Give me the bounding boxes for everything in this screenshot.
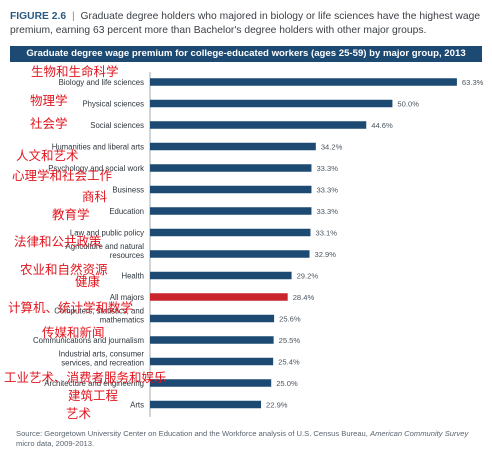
category-label-psychology-and-social-work: Psychology and social work: [48, 164, 144, 173]
category-label-biology-and-life-sciences: Biology and life sciences: [59, 78, 144, 87]
bar-biology-and-life-sciences: [150, 78, 457, 86]
value-label-computers-statistics-and-mathematics: 25.6%: [279, 315, 301, 324]
value-label-health: 29.2%: [297, 272, 319, 281]
figure-header: FIGURE 2.6 | Graduate degree holders who…: [10, 10, 482, 44]
bar-arts: [150, 400, 262, 409]
value-label-biology-and-life-sciences: 63.3%: [462, 78, 484, 87]
figure-separator: |: [71, 11, 75, 22]
category-label-architecture-and-engineering: Architecture and engineering: [44, 379, 144, 388]
category-label-agriculture-and-natural-resources: Agriculture and natural resources: [66, 242, 145, 260]
annotation-0: 生物和生命科学: [31, 64, 119, 79]
value-label-education: 33.3%: [316, 207, 338, 216]
category-label-humanities-and-liberal-arts: Humanities and liberal arts: [52, 143, 144, 152]
value-label-physical-sciences: 50.0%: [397, 100, 419, 109]
bar-humanities-and-liberal-arts: [150, 142, 316, 151]
annotation-9: 健康: [75, 274, 101, 289]
source-survey: American Community Survey: [370, 429, 469, 438]
annotation-12: 工业艺术、消费者服务和娱乐: [4, 370, 167, 385]
bar-architecture-and-engineering: [150, 379, 272, 387]
category-label-physical-sciences: Physical sciences: [82, 100, 144, 109]
figure-caption: Graduate degree holders who majored in b…: [10, 11, 481, 36]
value-label-humanities-and-liberal-arts: 34.2%: [321, 143, 343, 152]
bar-computers-statistics-and-mathematics: [150, 314, 275, 323]
category-label-computers-statistics-and-mathematics: Computers, statistics, and mathematics: [54, 307, 144, 325]
value-label-arts: 22.9%: [266, 401, 288, 410]
bar-agriculture-and-natural-resources: [150, 250, 310, 258]
annotation-7: 法律和公共政策: [14, 234, 102, 249]
source-prefix: Source: Georgetown University Center on …: [16, 429, 370, 438]
annotation-8: 农业和自然资源: [20, 262, 108, 277]
bar-psychology-and-social-work: [150, 164, 312, 172]
value-label-architecture-and-engineering: 25.0%: [276, 379, 298, 388]
source-suffix: micro data, 2009-2013.: [16, 439, 95, 448]
bar-business: [150, 185, 312, 194]
annotation-13: 建筑工程: [68, 388, 119, 403]
bar-industrial-arts-consumer-services-and-recreation: [150, 357, 274, 366]
value-label-industrial-arts-consumer-services-and-recreation: 25.4%: [278, 358, 300, 367]
figure-number: FIGURE 2.6: [10, 11, 67, 22]
value-label-agriculture-and-natural-resources: 32.9%: [315, 250, 337, 259]
bar-law-and-public-policy: [150, 228, 311, 237]
category-label-all-majors: All majors: [110, 293, 144, 302]
annotation-11: 传媒和新闻: [42, 325, 105, 340]
value-label-psychology-and-social-work: 33.3%: [316, 164, 338, 173]
category-label-education: Education: [109, 207, 144, 216]
category-label-industrial-arts-consumer-services-and-recreation: Industrial arts, consumer services, and r…: [59, 350, 145, 368]
category-label-communications-and-journalism: Communications and journalism: [33, 336, 144, 345]
annotation-5: 商科: [82, 189, 108, 204]
annotation-14: 艺术: [66, 406, 92, 421]
bar-health: [150, 271, 292, 280]
bar-physical-sciences: [150, 99, 393, 108]
annotation-4: 心理学和社会工作: [12, 168, 113, 183]
category-label-business: Business: [112, 186, 144, 195]
bar-social-sciences: [150, 121, 367, 129]
annotation-10: 计算机、统计学和数学: [8, 300, 133, 315]
value-label-social-sciences: 44.6%: [371, 121, 393, 130]
value-label-law-and-public-policy: 33.1%: [315, 229, 337, 238]
category-label-health: Health: [121, 272, 144, 281]
bar-all-majors: [150, 293, 288, 301]
category-label-law-and-public-policy: Law and public policy: [70, 229, 144, 238]
chart-title: Graduate degree wage premium for college…: [10, 46, 482, 62]
bar-communications-and-journalism: [150, 336, 274, 344]
annotation-2: 社会学: [30, 116, 68, 131]
value-label-communications-and-journalism: 25.5%: [279, 336, 301, 345]
bar-education: [150, 207, 312, 215]
annotation-3: 人文和艺术: [16, 148, 79, 163]
value-label-all-majors: 28.4%: [293, 293, 315, 302]
annotation-1: 物理学: [30, 93, 68, 108]
annotation-6: 教育学: [52, 207, 90, 222]
source-note: Source: Georgetown University Center on …: [16, 429, 482, 449]
value-label-business: 33.3%: [316, 186, 338, 195]
category-label-arts: Arts: [130, 401, 144, 410]
category-label-social-sciences: Social sciences: [90, 121, 144, 130]
